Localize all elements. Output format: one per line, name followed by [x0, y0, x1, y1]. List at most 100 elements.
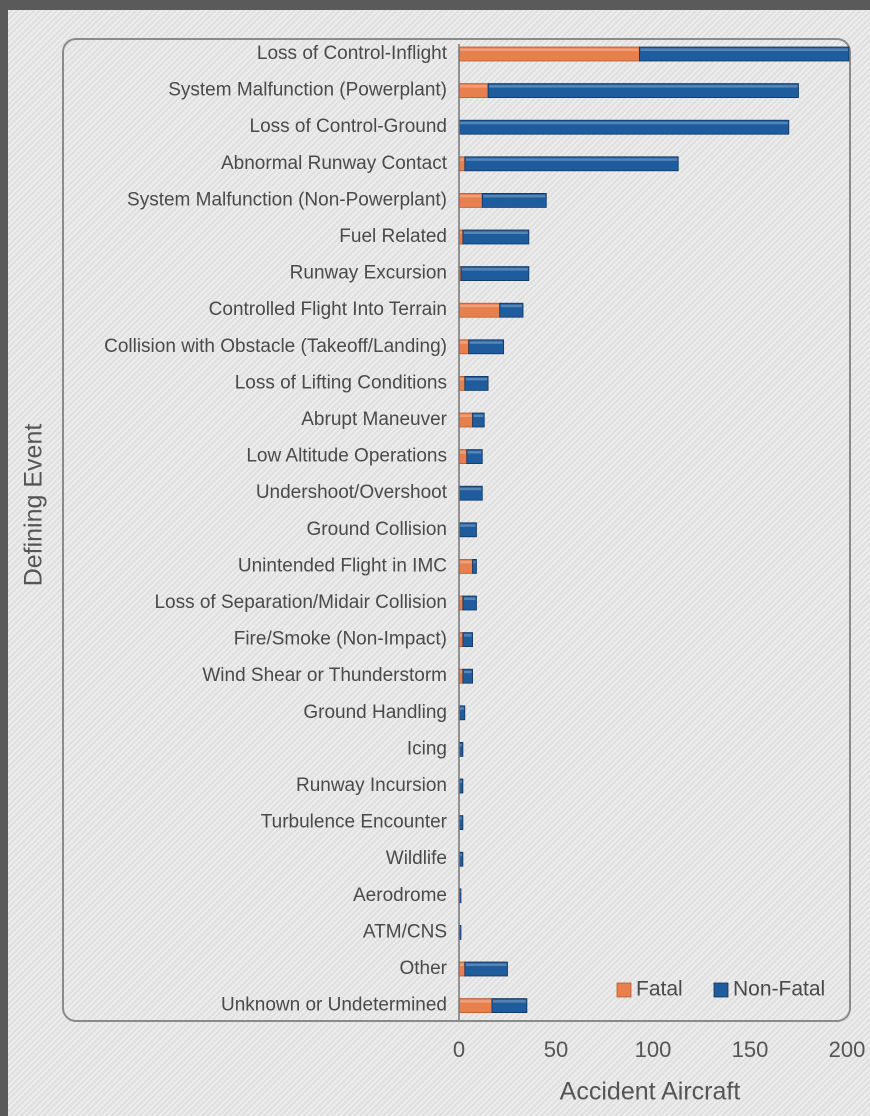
bar-highlight-fatal-system-malfunction-non-powerplant [460, 194, 482, 198]
bar-highlight-non-fatal-unknown-or-undetermined [492, 1000, 526, 1003]
bar-highlight-fatal-loss-of-separation-midair-collision [460, 597, 462, 600]
bar-highlight-fatal-runway-excursion [460, 268, 461, 271]
bar-highlight-non-fatal-runway-excursion [461, 268, 528, 271]
bar-non-fatal-fuel-related [462, 229, 530, 245]
legend-label-fatal: Fatal [636, 978, 683, 1001]
category-label-other: Other [399, 958, 447, 979]
bar-non-fatal-low-altitude-operations [466, 449, 483, 465]
bar-highlight-non-fatal-other [465, 963, 507, 966]
category-label-ground-collision: Ground Collision [307, 519, 447, 540]
category-label-system-malfunction-powerplant: System Malfunction (Powerplant) [168, 80, 447, 101]
bar-highlight-non-fatal-atm-cns [460, 926, 461, 930]
bar-highlight-non-fatal-collision-with-obstacle-takeoff-landing [469, 341, 503, 344]
bar-highlight-fatal-low-altitude-operations [460, 451, 466, 454]
bar-highlight-non-fatal-ground-collision [460, 524, 476, 527]
category-label-aerodrome: Aerodrome [353, 885, 447, 906]
bar-highlight-non-fatal-abrupt-maneuver [473, 414, 484, 417]
category-label-undershoot-overshoot: Undershoot/Overshoot [256, 482, 448, 503]
bar-highlight-non-fatal-loss-of-separation-midair-collision [463, 597, 476, 600]
category-label-collision-with-obstacle-takeoff-landing: Collision with Obstacle (Takeoff/Landing… [104, 336, 447, 357]
category-label-unknown-or-undetermined: Unknown or Undetermined [221, 995, 447, 1016]
category-label-controlled-flight-into-terrain: Controlled Flight Into Terrain [209, 299, 447, 320]
plot-frame [62, 38, 851, 1022]
y-axis-title: Defining Event [19, 423, 48, 587]
bar-highlight-fatal-abrupt-maneuver [460, 414, 472, 417]
legend-swatch-fatal [616, 982, 632, 998]
category-label-atm-cns: ATM/CNS [363, 921, 447, 942]
bar-non-fatal-loss-of-control-inflight [639, 46, 850, 62]
bar-non-fatal-wind-shear-or-thunderstorm [462, 668, 473, 684]
bar-highlight-non-fatal-aerodrome [460, 890, 461, 893]
x-tick-label-50: 50 [544, 1037, 568, 1062]
x-axis-title: Accident Aircraft [559, 1077, 741, 1106]
category-label-loss-of-control-ground: Loss of Control-Ground [250, 116, 448, 137]
category-label-turbulence-encounter: Turbulence Encounter [261, 812, 448, 833]
x-tick-label-0: 0 [453, 1037, 465, 1062]
bar-non-fatal-system-malfunction-powerplant [487, 83, 799, 98]
bar-non-fatal-abrupt-maneuver [472, 412, 485, 428]
bar-non-fatal-fire-smoke-non-impact [462, 632, 473, 647]
legend-swatch-non-fatal [713, 982, 729, 998]
bar-highlight-non-fatal-wind-shear-or-thunderstorm [463, 670, 472, 674]
category-label-low-altitude-operations: Low Altitude Operations [246, 446, 447, 467]
bar-non-fatal-loss-of-separation-midair-collision [462, 595, 477, 611]
bar-highlight-fatal-loss-of-control-inflight [460, 48, 639, 51]
bar-highlight-non-fatal-turbulence-encounter [460, 817, 462, 820]
bar-highlight-non-fatal-system-malfunction-non-powerplant [483, 194, 546, 198]
chart-canvas [8, 10, 870, 1116]
bar-highlight-fatal-controlled-flight-into-terrain [460, 304, 499, 308]
bar-non-fatal-runway-excursion [460, 266, 530, 282]
bar-highlight-non-fatal-abnormal-runway-contact [465, 158, 678, 161]
bar-non-fatal-unknown-or-undetermined [491, 998, 528, 1013]
category-label-runway-incursion: Runway Incursion [296, 775, 447, 796]
bar-highlight-non-fatal-low-altitude-operations [467, 451, 482, 454]
category-label-loss-of-control-inflight: Loss of Control-Inflight [257, 43, 448, 64]
bar-highlight-fatal-other [460, 963, 464, 966]
bar-highlight-fatal-unintended-flight-in-imc [460, 560, 472, 564]
category-label-icing: Icing [407, 738, 447, 759]
bar-highlight-fatal-collision-with-obstacle-takeoff-landing [460, 341, 468, 344]
category-label-fuel-related: Fuel Related [339, 226, 447, 247]
category-label-fire-smoke-non-impact: Fire/Smoke (Non-Impact) [234, 629, 447, 650]
bar-highlight-non-fatal-ground-handling [460, 707, 464, 710]
bar-highlight-non-fatal-fire-smoke-non-impact [463, 634, 472, 637]
bar-highlight-non-fatal-wildlife [460, 853, 462, 857]
bar-non-fatal-loss-of-lifting-conditions [464, 375, 489, 391]
category-label-unintended-flight-in-imc: Unintended Flight in IMC [238, 555, 447, 576]
category-label-loss-of-lifting-conditions: Loss of Lifting Conditions [235, 372, 447, 393]
bar-highlight-non-fatal-undershoot-overshoot [460, 487, 482, 491]
bar-non-fatal-unintended-flight-in-imc [472, 559, 477, 574]
bar-highlight-fatal-unknown-or-undetermined [460, 1000, 491, 1003]
bar-highlight-non-fatal-icing [460, 743, 462, 747]
bar-highlight-fatal-system-malfunction-powerplant [460, 85, 488, 88]
category-label-runway-excursion: Runway Excursion [290, 263, 447, 284]
category-label-wildlife: Wildlife [386, 848, 447, 869]
category-label-wind-shear-or-thunderstorm: Wind Shear or Thunderstorm [202, 665, 447, 686]
bar-non-fatal-abnormal-runway-contact [464, 156, 679, 172]
bar-highlight-fatal-loss-of-lifting-conditions [460, 377, 464, 381]
category-label-loss-of-separation-midair-collision: Loss of Separation/Midair Collision [154, 592, 447, 613]
bar-non-fatal-controlled-flight-into-terrain [499, 302, 524, 318]
bar-highlight-non-fatal-unintended-flight-in-imc [473, 560, 476, 564]
bar-highlight-fatal-fuel-related [460, 231, 462, 234]
bar-highlight-fatal-fire-smoke-non-impact [460, 634, 462, 637]
category-label-system-malfunction-non-powerplant: System Malfunction (Non-Powerplant) [127, 189, 447, 210]
bar-highlight-non-fatal-controlled-flight-into-terrain [500, 304, 523, 308]
bar-highlight-non-fatal-runway-incursion [460, 780, 462, 783]
category-label-abnormal-runway-contact: Abnormal Runway Contact [221, 153, 448, 174]
legend-label-non-fatal: Non-Fatal [733, 978, 825, 1001]
bar-non-fatal-collision-with-obstacle-takeoff-landing [468, 339, 505, 355]
bar-highlight-non-fatal-fuel-related [463, 231, 528, 234]
bar-highlight-non-fatal-system-malfunction-powerplant [489, 85, 798, 88]
bar-highlight-fatal-wind-shear-or-thunderstorm [460, 670, 462, 674]
bar-non-fatal-system-malfunction-non-powerplant [481, 192, 547, 208]
bar-highlight-non-fatal-loss-of-control-ground [460, 121, 788, 125]
x-tick-label-200: 200 [829, 1037, 866, 1062]
category-label-abrupt-maneuver: Abrupt Maneuver [301, 409, 447, 430]
bar-non-fatal-other [464, 961, 508, 977]
bar-highlight-non-fatal-loss-of-lifting-conditions [465, 377, 488, 381]
bar-highlight-non-fatal-loss-of-control-inflight [640, 48, 848, 51]
x-tick-label-150: 150 [732, 1037, 769, 1062]
category-label-ground-handling: Ground Handling [303, 702, 447, 723]
